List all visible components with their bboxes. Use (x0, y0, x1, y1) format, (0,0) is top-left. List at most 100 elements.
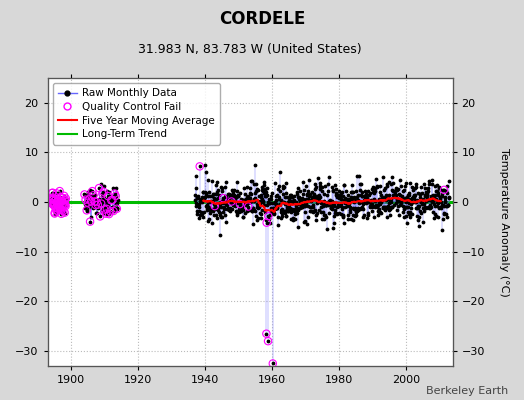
Point (368, 203, 377, 209)
Point (109, 195, 117, 202)
Point (377, 192, 385, 198)
Point (220, 206, 228, 212)
Point (51, 205, 60, 211)
Point (285, 196, 293, 203)
Point (389, 180, 398, 186)
Point (395, 196, 403, 203)
Point (223, 202, 232, 208)
Point (340, 181, 348, 188)
Point (202, 207, 211, 214)
Point (342, 188, 350, 194)
Point (354, 192, 363, 198)
Point (351, 213, 359, 219)
Point (318, 184, 326, 190)
Point (54, 198, 62, 205)
Point (297, 204, 305, 210)
Point (100, 194, 108, 201)
Point (372, 176, 380, 182)
Point (198, 196, 206, 202)
Point (362, 190, 370, 197)
Point (60, 202, 68, 208)
Point (391, 187, 400, 193)
Point (316, 204, 325, 210)
Point (58, 207, 66, 213)
Point (206, 193, 214, 199)
Point (404, 204, 412, 210)
Point (249, 204, 257, 211)
Point (257, 192, 265, 199)
Point (444, 202, 452, 208)
Point (238, 197, 246, 203)
Point (308, 204, 316, 210)
Point (55, 201, 63, 207)
Point (366, 204, 374, 210)
Point (414, 217, 422, 224)
Point (268, 209, 277, 216)
Point (256, 194, 265, 200)
Point (356, 205, 365, 211)
Point (231, 196, 239, 203)
Point (333, 194, 341, 200)
Point (397, 196, 405, 202)
Point (97, 200, 105, 207)
Point (57, 211, 66, 217)
Point (211, 182, 220, 188)
Point (432, 196, 440, 202)
Point (424, 204, 432, 210)
Point (216, 212, 225, 218)
Point (403, 191, 412, 198)
Point (338, 188, 346, 195)
Point (197, 198, 205, 204)
Point (323, 201, 331, 208)
Point (89, 203, 97, 209)
Point (356, 206, 364, 212)
Point (407, 205, 415, 212)
Point (340, 182, 348, 188)
Point (324, 210, 333, 216)
Point (291, 206, 300, 212)
Point (292, 189, 301, 196)
Point (325, 199, 334, 205)
Point (302, 201, 310, 208)
Point (290, 193, 299, 199)
Point (351, 205, 359, 211)
Point (400, 214, 409, 220)
Point (201, 188, 210, 195)
Point (438, 190, 446, 197)
Point (240, 185, 248, 191)
Point (278, 213, 286, 220)
Point (360, 197, 368, 203)
Point (443, 190, 452, 196)
Point (349, 205, 357, 211)
Point (399, 209, 408, 215)
Point (429, 197, 437, 204)
Point (353, 208, 361, 214)
Point (226, 208, 234, 214)
Point (322, 201, 330, 208)
Point (405, 190, 413, 196)
Point (111, 190, 119, 197)
Point (92, 202, 100, 208)
Point (265, 200, 274, 206)
Point (95, 197, 104, 204)
Point (249, 220, 257, 227)
Point (60, 210, 69, 216)
Point (308, 189, 316, 195)
Point (244, 195, 252, 202)
Point (193, 208, 201, 214)
Point (196, 212, 204, 218)
Point (312, 217, 320, 223)
Point (403, 208, 412, 215)
Point (346, 208, 355, 215)
Point (304, 193, 313, 199)
Point (257, 210, 265, 217)
Point (50, 210, 59, 217)
Point (276, 169, 284, 175)
Point (206, 198, 215, 204)
Point (227, 187, 236, 193)
Point (433, 203, 441, 209)
Point (347, 196, 356, 203)
Point (243, 208, 251, 214)
Point (400, 205, 408, 212)
Point (331, 182, 340, 188)
